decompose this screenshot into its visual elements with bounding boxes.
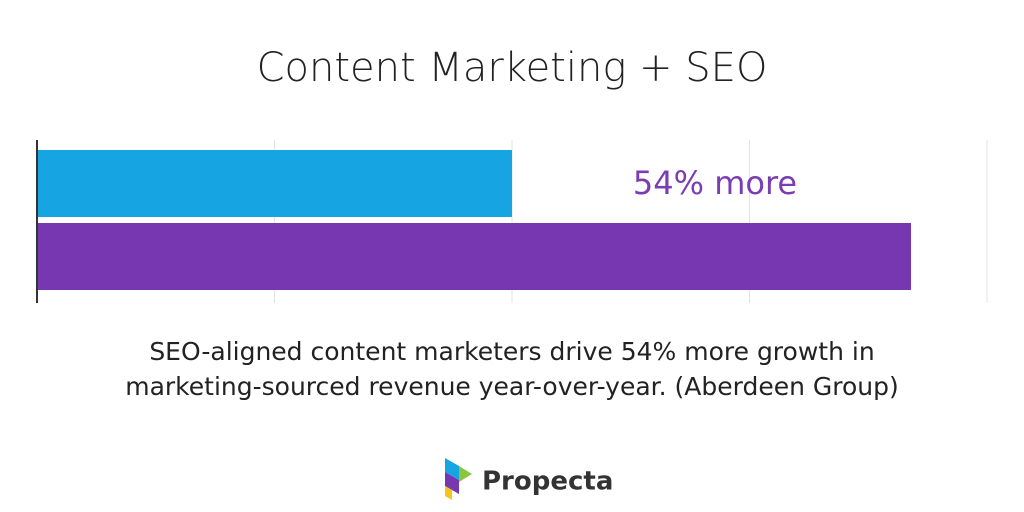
bar: [37, 150, 512, 217]
caption-line: SEO-aligned content marketers drive 54% …: [149, 337, 874, 366]
chart-title: Content Marketing + SEO: [257, 45, 768, 91]
plot-area: [36, 140, 988, 303]
brand-logo: [445, 458, 472, 500]
brand-name: Propecta: [482, 467, 613, 497]
caption-line: marketing-sourced revenue year-over-year…: [125, 372, 899, 401]
annotation: 54% more: [633, 164, 797, 202]
bar: [37, 223, 911, 290]
